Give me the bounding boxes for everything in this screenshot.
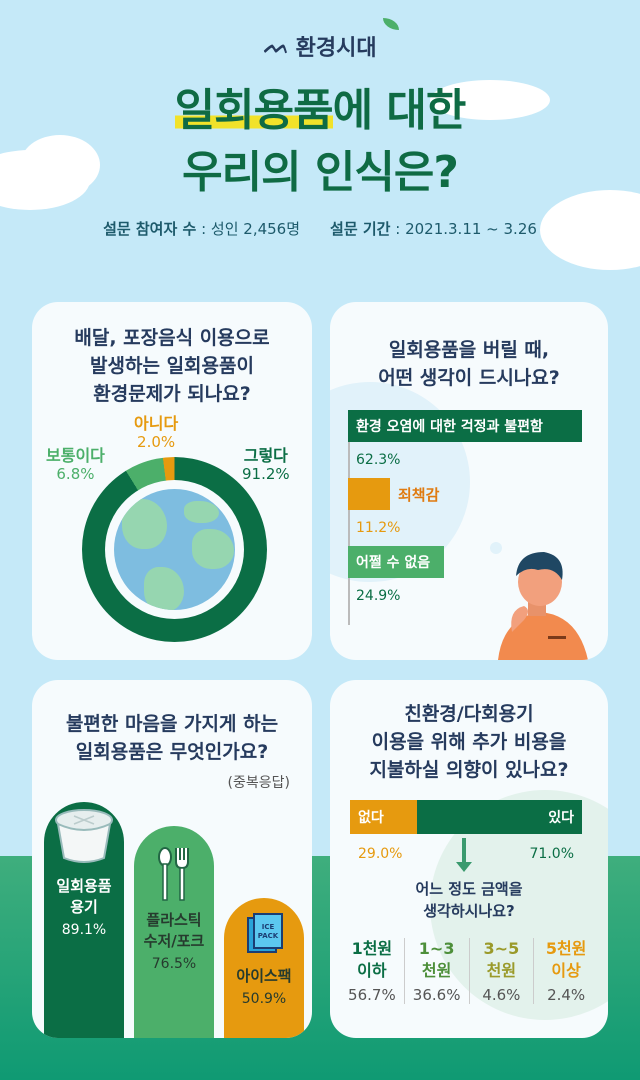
survey-meta: 설문 참여자 수 : 성인 2,456명 설문 기간 : 2021.3.11 ~… [0, 218, 640, 239]
card-title: 친환경/다회용기 이용을 위해 추가 비용을 지불하실 의향이 있나요? [330, 700, 608, 784]
cloud-decoration [20, 135, 100, 195]
bar-concern: 환경 오염에 대한 걱정과 불편함 [348, 410, 582, 442]
bar-label: 죄책감 [398, 485, 440, 504]
cloud-decoration [430, 80, 550, 120]
participants-label: 설문 참여자 수 [103, 220, 197, 238]
bar-value: 11.2% [356, 520, 401, 536]
period-label: 설문 기간 [330, 220, 391, 238]
amount-list: 1천원 이하 56.7% 1~3 천원 36.6% 3~5 천원 4.6% 5천원 이상… [340, 938, 598, 1004]
item-name: 아이스팩 [236, 967, 292, 985]
participants-value: : 성인 2,456명 [201, 220, 301, 238]
multiple-response-note: (중복응답) [227, 775, 290, 791]
sub-title-line: 어느 정도 금액을 [415, 880, 523, 898]
arrow-down-icon [462, 838, 466, 864]
bar-value: 62.3% [356, 452, 401, 468]
title-line2: 우리의 인식은? [182, 147, 459, 198]
title-line: 배달, 포장음식 이용으로 [74, 327, 270, 349]
card-environment-problem: 배달, 포장음식 이용으로 발생하는 일회용품이 환경문제가 되나요? 아니다 2… [32, 302, 312, 660]
title-line: 지불하실 의향이 있나요? [369, 759, 569, 781]
bar-no: 없다 [350, 800, 418, 834]
svg-text:ICE: ICE [262, 923, 275, 931]
arrow-head [456, 862, 472, 872]
brand-logo: ᨓ 환경시대 [263, 18, 399, 62]
horizontal-bar-chart: 환경 오염에 대한 걱정과 불편함 62.3% 죄책감 11.2% 어쩔 수 없… [348, 410, 598, 625]
card-disposal-feeling: 일회용품을 버릴 때, 어떤 생각이 드시나요? 환경 오염에 대한 걱정과 불… [330, 302, 608, 660]
label-yes: 그렇다 91.2% [242, 446, 290, 483]
item-name: 용기 [70, 898, 98, 916]
donut-chart [82, 457, 267, 642]
thinking-person-icon [490, 542, 588, 660]
bar-yes: 있다 [417, 800, 582, 834]
stacked-bar: 없다 있다 [350, 800, 582, 834]
label-no: 아니다 2.0% [134, 414, 179, 451]
item-value: 89.1% [61, 922, 107, 938]
header: ᨓ 환경시대 일회용품에 대한 우리의 인식은? 설문 참여자 수 : 성인 2… [0, 18, 640, 239]
yes-value: 71.0% [529, 846, 574, 862]
page-title: 일회용품에 대한 우리의 인식은? [0, 80, 640, 204]
sub-title-line: 생각하시나요? [423, 902, 515, 920]
title-highlight: 일회용품 [174, 85, 334, 136]
amount-item: 1~3 천원 36.6% [403, 938, 469, 1004]
spoon-fork-icon [158, 847, 189, 901]
title-line: 이용을 위해 추가 비용을 [371, 731, 567, 753]
bar-value: 24.9% [356, 588, 401, 604]
title-line: 어떤 생각이 드시나요? [378, 367, 560, 389]
title-line: 일회용품을 버릴 때, [388, 339, 550, 361]
period-value: : 2021.3.11 ~ 3.26 [395, 220, 537, 238]
title-line: 발생하는 일회용품이 [90, 355, 254, 377]
pillar-icepack: ICE PACK 아이스팩 50.9% [224, 898, 304, 1038]
item-name: 수저/포크 [143, 932, 205, 950]
icepack-icon: ICE PACK [247, 913, 283, 953]
container-cup-icon [55, 809, 113, 863]
bar-unavoidable: 어쩔 수 없음 [348, 546, 444, 578]
amount-item: 5천원 이상 2.4% [533, 938, 598, 1004]
item-value: 50.9% [241, 991, 287, 1007]
title-line: 친환경/다회용기 [404, 703, 534, 725]
bar-guilt [348, 478, 390, 510]
item-value: 76.5% [151, 956, 197, 972]
sub-title: 어느 정도 금액을 생각하시나요? [330, 878, 608, 922]
card-title: 불편한 마음을 가지게 하는 일회용품은 무엇인가요? [32, 710, 312, 766]
leaf-icon [382, 18, 399, 30]
title-line: 일회용품은 무엇인가요? [75, 741, 269, 763]
title-line1-rest: 에 대한 [332, 85, 467, 136]
item-name: 플라스틱 [146, 911, 202, 929]
title-line: 불편한 마음을 가지게 하는 [65, 713, 279, 735]
earth-icon [114, 489, 235, 610]
brand-name: 환경시대 [295, 36, 377, 61]
card-title: 배달, 포장음식 이용으로 발생하는 일회용품이 환경문제가 되나요? [32, 324, 312, 408]
svg-text:PACK: PACK [258, 932, 279, 940]
label-neutral: 보통이다 6.8% [46, 446, 105, 483]
no-value: 29.0% [358, 846, 403, 862]
amount-item: 3~5 천원 4.6% [468, 938, 534, 1004]
card-title: 일회용품을 버릴 때, 어떤 생각이 드시나요? [330, 336, 608, 392]
amount-item: 1천원 이하 56.7% [348, 939, 396, 1004]
axis-line [348, 410, 350, 625]
brand-mark-icon: ᨓ [263, 33, 290, 59]
card-extra-cost: 친환경/다회용기 이용을 위해 추가 비용을 지불하실 의향이 있나요? 없다 … [330, 680, 608, 1038]
item-name: 일회용품 [56, 877, 112, 895]
title-line: 환경문제가 되나요? [93, 383, 251, 405]
